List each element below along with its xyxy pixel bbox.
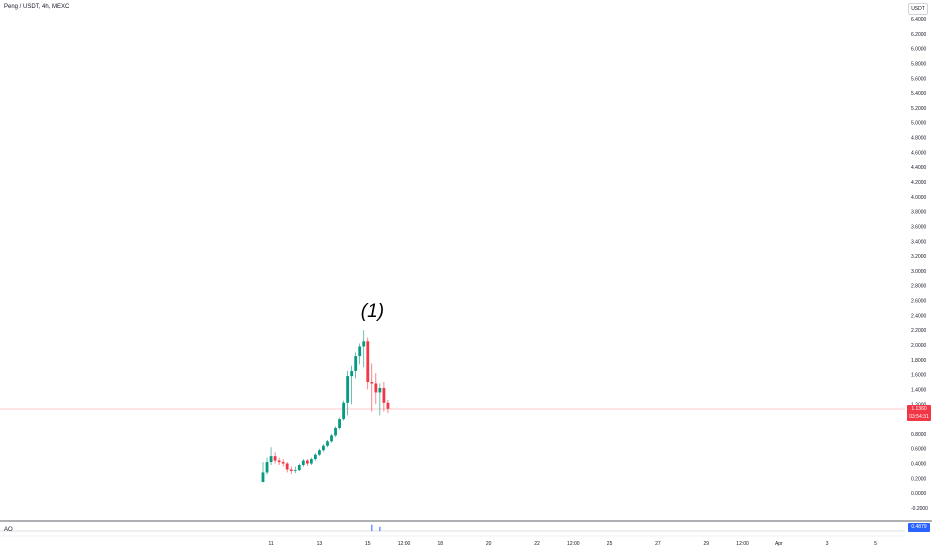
- y-tick-label: 5.0000: [911, 121, 927, 127]
- y-tick-label: 6.2000: [911, 32, 927, 38]
- y-tick-label: 2.0000: [911, 343, 927, 349]
- candle-body: [269, 456, 273, 463]
- ao-bar: [379, 526, 381, 531]
- x-tick-label: 22: [534, 541, 540, 547]
- x-tick-label: 12:00: [567, 541, 580, 547]
- x-tick-label: 27: [655, 541, 661, 547]
- currency-button[interactable]: USDT: [908, 3, 928, 15]
- candle-body: [334, 427, 337, 436]
- candle-body: [382, 387, 386, 403]
- candle-body: [293, 470, 297, 472]
- candle-body: [326, 441, 329, 446]
- candle-body: [346, 376, 350, 403]
- candles-layer: [261, 330, 390, 483]
- y-tick-label: 4.0000: [911, 195, 927, 201]
- y-tick-label: -0.2000: [911, 506, 928, 512]
- candle-body: [386, 402, 390, 409]
- y-tick-label: 3.2000: [911, 254, 927, 260]
- y-tick-label: 5.2000: [911, 106, 927, 112]
- candle-body: [350, 370, 354, 377]
- y-tick-label: 0.6000: [911, 447, 927, 453]
- current-price-value: 1.1360: [911, 406, 927, 412]
- x-tick-label: 12:00: [398, 541, 411, 547]
- candle-body: [309, 459, 313, 464]
- ao-histogram: [371, 524, 381, 531]
- y-tick-label: 2.2000: [911, 328, 927, 334]
- y-tick-label: 3.8000: [911, 210, 927, 216]
- candle-body: [362, 341, 366, 347]
- candle-body: [289, 469, 293, 471]
- y-tick-label: 4.8000: [911, 136, 927, 142]
- y-tick-label: 6.0000: [911, 47, 927, 53]
- candle-body: [305, 460, 309, 464]
- chart-header-title: Peng / USDT, 4h, MEXC: [4, 4, 70, 10]
- candle-body: [338, 419, 341, 428]
- x-tick-label: 18: [438, 541, 444, 547]
- y-tick-label: 1.8000: [911, 358, 927, 364]
- candle-body: [261, 472, 265, 483]
- candle-body: [301, 460, 305, 466]
- time-axis: 11 13 15 12:00 18 20 22 12:00 25 27 29 12:00 Apr 3 5: [268, 541, 877, 547]
- candle-body: [370, 382, 374, 384]
- candle-body: [313, 454, 317, 460]
- y-tick-label: 0.8000: [911, 432, 927, 438]
- y-tick-label: 4.2000: [911, 180, 927, 186]
- y-tick-label: 0.0000: [911, 491, 927, 497]
- y-tick-label: 5.4000: [911, 91, 927, 97]
- y-tick-label: 4.6000: [911, 150, 927, 156]
- y-tick-label: 2.6000: [911, 299, 927, 305]
- y-tick-label: 4.4000: [911, 165, 927, 171]
- x-tick-label: 3: [826, 541, 829, 547]
- x-tick-label: 13: [317, 541, 323, 547]
- x-tick-label: 11: [268, 541, 273, 547]
- wave-annotation: (1): [361, 301, 384, 322]
- candle-body: [374, 383, 378, 393]
- y-tick-label: 0.2000: [911, 476, 927, 482]
- x-tick-label: 12:00: [736, 541, 749, 547]
- candle-body: [322, 445, 325, 451]
- y-tick-label: 0.4000: [911, 462, 927, 468]
- candle-body: [342, 402, 345, 420]
- y-tick-label: 3.4000: [911, 239, 927, 245]
- x-tick-label: 15: [365, 541, 371, 547]
- candle-body: [318, 450, 321, 455]
- candle-body: [265, 462, 269, 473]
- annotation-layer: (1): [361, 301, 384, 322]
- x-tick-label: 5: [874, 541, 877, 547]
- x-tick-label: 20: [486, 541, 492, 547]
- ao-indicator-label[interactable]: AO: [4, 527, 13, 533]
- y-tick-label: 2.4000: [911, 313, 927, 319]
- candle-body: [273, 456, 277, 461]
- candle-body: [297, 465, 301, 471]
- y-tick-label: 5.6000: [911, 76, 927, 82]
- candle-body: [281, 462, 285, 464]
- ao-value-tag: 0.4879: [908, 523, 930, 532]
- x-tick-label: 25: [607, 541, 613, 547]
- candle-body: [378, 387, 382, 393]
- y-tick-label: 2.8000: [911, 284, 927, 290]
- y-tick-label: 1.6000: [911, 373, 927, 379]
- candle-body: [285, 463, 289, 470]
- candle-body: [358, 346, 362, 357]
- x-tick-label: 29: [704, 541, 710, 547]
- x-tick-label: Apr: [775, 541, 783, 547]
- ao-bar: [371, 524, 373, 531]
- candle-body: [366, 341, 370, 383]
- y-tick-label: 3.0000: [911, 269, 927, 275]
- y-tick-label: 5.8000: [911, 61, 927, 67]
- candle-body: [277, 460, 281, 463]
- candle-body: [330, 435, 333, 442]
- y-tick-label: 3.6000: [911, 224, 927, 230]
- candle-body: [354, 356, 358, 371]
- y-tick-label: 6.4000: [911, 17, 927, 23]
- price-axis: 6.4000 6.2000 6.0000 5.8000 5.6000 5.4000 5.20…: [911, 17, 928, 512]
- current-price-tag: 1.1360 03:54:31: [907, 405, 931, 421]
- y-tick-label: 1.4000: [911, 387, 927, 393]
- bar-countdown: 03:54:31: [909, 414, 929, 420]
